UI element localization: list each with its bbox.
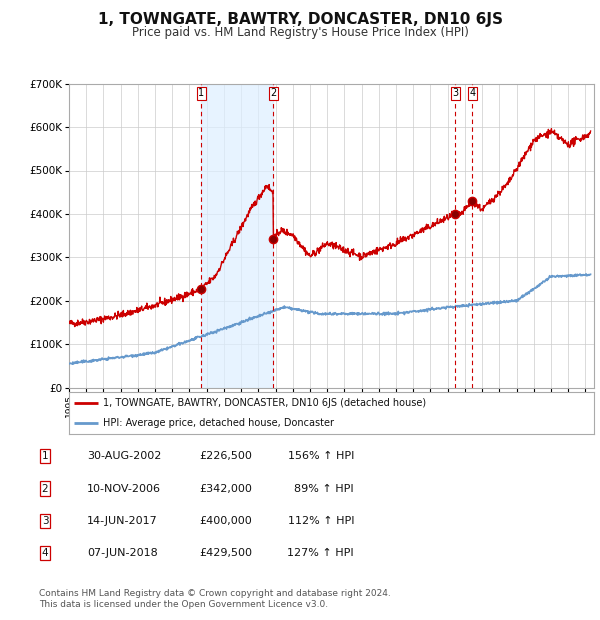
Text: Contains HM Land Registry data © Crown copyright and database right 2024.
This d: Contains HM Land Registry data © Crown c… <box>39 590 391 609</box>
Text: £342,000: £342,000 <box>199 484 252 494</box>
Text: £400,000: £400,000 <box>199 516 252 526</box>
Text: 1: 1 <box>198 88 204 98</box>
Text: 1, TOWNGATE, BAWTRY, DONCASTER, DN10 6JS: 1, TOWNGATE, BAWTRY, DONCASTER, DN10 6JS <box>97 12 503 27</box>
Text: Price paid vs. HM Land Registry's House Price Index (HPI): Price paid vs. HM Land Registry's House … <box>131 26 469 39</box>
Bar <box>201 84 274 388</box>
Text: 2: 2 <box>270 88 277 98</box>
Text: 127% ↑ HPI: 127% ↑ HPI <box>287 548 354 558</box>
Text: 89% ↑ HPI: 89% ↑ HPI <box>295 484 354 494</box>
Text: 3: 3 <box>452 88 458 98</box>
Text: 156% ↑ HPI: 156% ↑ HPI <box>287 451 354 461</box>
Text: 14-JUN-2017: 14-JUN-2017 <box>87 516 158 526</box>
Text: 112% ↑ HPI: 112% ↑ HPI <box>287 516 354 526</box>
Text: £226,500: £226,500 <box>199 451 252 461</box>
Text: 4: 4 <box>469 88 476 98</box>
Text: 30-AUG-2002: 30-AUG-2002 <box>87 451 161 461</box>
Text: 07-JUN-2018: 07-JUN-2018 <box>87 548 158 558</box>
Text: 10-NOV-2006: 10-NOV-2006 <box>87 484 161 494</box>
Text: 1: 1 <box>41 451 49 461</box>
Text: 4: 4 <box>41 548 49 558</box>
Text: 2: 2 <box>41 484 49 494</box>
Text: 3: 3 <box>41 516 49 526</box>
Text: HPI: Average price, detached house, Doncaster: HPI: Average price, detached house, Donc… <box>103 418 334 428</box>
Text: £429,500: £429,500 <box>199 548 252 558</box>
Text: 1, TOWNGATE, BAWTRY, DONCASTER, DN10 6JS (detached house): 1, TOWNGATE, BAWTRY, DONCASTER, DN10 6JS… <box>103 398 426 408</box>
